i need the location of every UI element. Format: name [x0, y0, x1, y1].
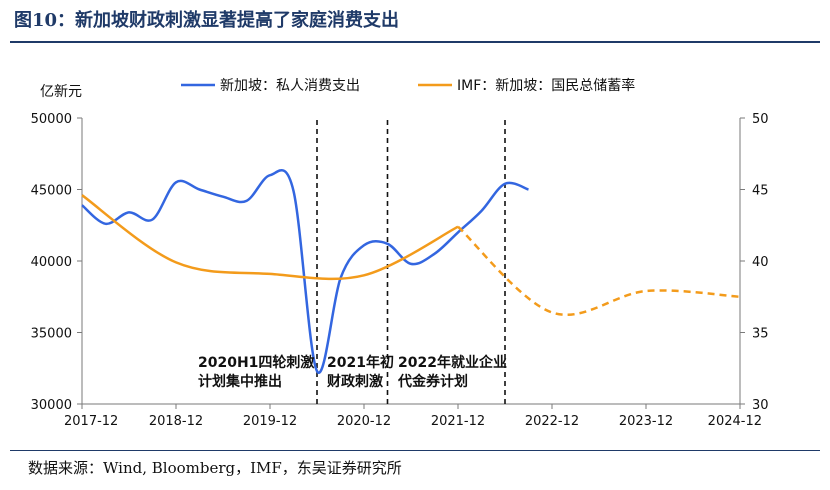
y-tick-label-left: 30000	[31, 398, 72, 413]
x-tick-label: 2020-12	[337, 414, 391, 429]
y-tick-label-left: 40000	[31, 255, 72, 270]
y-tick-label-right: 45	[752, 184, 769, 199]
series-line-savings-actual	[81, 194, 459, 281]
x-tick-label: 2023-12	[619, 414, 673, 429]
y-tick-label-left: 45000	[31, 184, 72, 199]
source-note: 数据来源：Wind, Bloomberg，IMF，东吴证券研究所	[28, 459, 402, 477]
series-layer	[81, 168, 741, 374]
legend: 新加坡：私人消费支出 IMF：新加坡：国民总储蓄率	[181, 77, 635, 94]
title-rule	[10, 41, 820, 43]
legend-label-savings: IMF：新加坡：国民总储蓄率	[457, 77, 635, 94]
annotation-line1: 2022年就业企业	[398, 354, 507, 371]
y-tick-label-left: 35000	[31, 327, 72, 342]
x-tick-label: 2018-12	[149, 414, 203, 429]
event-lines	[316, 120, 506, 404]
y-tick-label-right: 50	[752, 112, 769, 127]
annotation-line2: 计划集中推出	[198, 373, 282, 390]
annotation-line1: 2020H1四轮刺激	[198, 354, 314, 371]
x-tick-label: 2017-12	[64, 414, 118, 429]
x-tick-label: 2022-12	[525, 414, 579, 429]
y-tick-label-right: 40	[752, 255, 769, 270]
x-tick-label: 2019-12	[243, 414, 297, 429]
x-tick-label: 2024-12	[708, 414, 762, 429]
y-tick-label-right: 30	[752, 398, 769, 413]
y-axis-title: 亿新元	[40, 84, 82, 100]
figure-title: 图10：新加坡财政刺激显著提高了家庭消费支出	[14, 10, 400, 31]
series-line-consumption	[81, 168, 529, 374]
annotation-line1: 2021年初	[327, 354, 394, 371]
legend-label-consumption: 新加坡：私人消费支出	[220, 78, 360, 94]
axes: 30000 35000 40000 45000 50000 30 35 40 45 50 2017-…	[31, 84, 769, 429]
series-line-savings-forecast	[457, 225, 741, 317]
annotation-line2: 代金券计划	[397, 373, 468, 390]
annotation-line2: 财政刺激	[326, 373, 383, 390]
y-tick-label-left: 50000	[31, 112, 72, 127]
source-rule	[10, 450, 820, 451]
chart: 30000 35000 40000 45000 50000 30 35 40 45 50 2017-…	[31, 77, 769, 429]
y-tick-label-right: 35	[752, 327, 769, 342]
x-tick-label: 2021-12	[431, 414, 485, 429]
